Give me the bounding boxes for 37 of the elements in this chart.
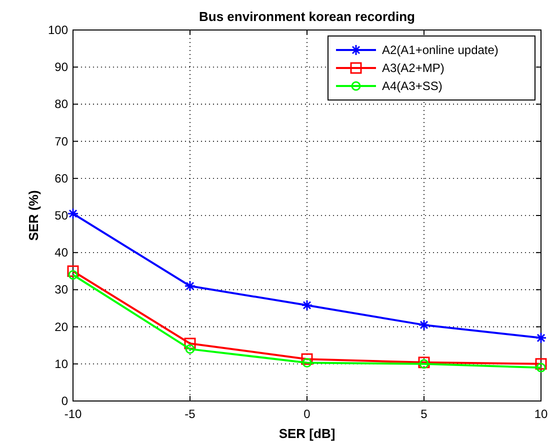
point	[184, 338, 196, 350]
x-tick-label: 5	[420, 407, 428, 421]
legend-label: A4(A3+SS)	[382, 79, 442, 93]
point	[184, 280, 196, 292]
point	[67, 208, 79, 220]
y-tick-label: 10	[54, 356, 68, 371]
y-tick-label: 50	[54, 208, 68, 222]
y-tick-label: 90	[54, 60, 68, 74]
point	[67, 265, 79, 277]
y-tick-label: 0	[61, 394, 68, 408]
x-tick-label: -10	[64, 407, 82, 421]
y-tick-label: 60	[54, 171, 68, 186]
point	[301, 300, 313, 312]
point	[536, 362, 546, 372]
y-tick-label: 100	[48, 23, 68, 37]
x-tick-label: -5	[184, 407, 196, 421]
x-tick-label: 0	[304, 407, 311, 421]
point	[68, 270, 78, 280]
point	[535, 332, 547, 344]
y-tick-label: 40	[54, 246, 68, 260]
point	[535, 358, 547, 370]
x-tick-label: 10	[534, 407, 548, 421]
point	[185, 344, 195, 354]
y-tick-label: 70	[54, 134, 68, 148]
point	[418, 319, 430, 331]
legend-label: A3(A2+MP)	[382, 61, 444, 75]
y-tick-label: 80	[54, 97, 68, 112]
y-axis-title: SER (%)	[26, 190, 41, 241]
point	[419, 359, 429, 369]
point	[302, 358, 312, 368]
chart-title: Bus environment korean recording	[199, 9, 416, 24]
point	[301, 353, 313, 365]
y-tick-label: 30	[54, 282, 68, 297]
point	[418, 356, 430, 368]
y-tick-label: 20	[54, 320, 68, 334]
x-axis-title: SER [dB]	[278, 426, 336, 441]
legend-label: A2(A1+online update)	[382, 43, 498, 57]
